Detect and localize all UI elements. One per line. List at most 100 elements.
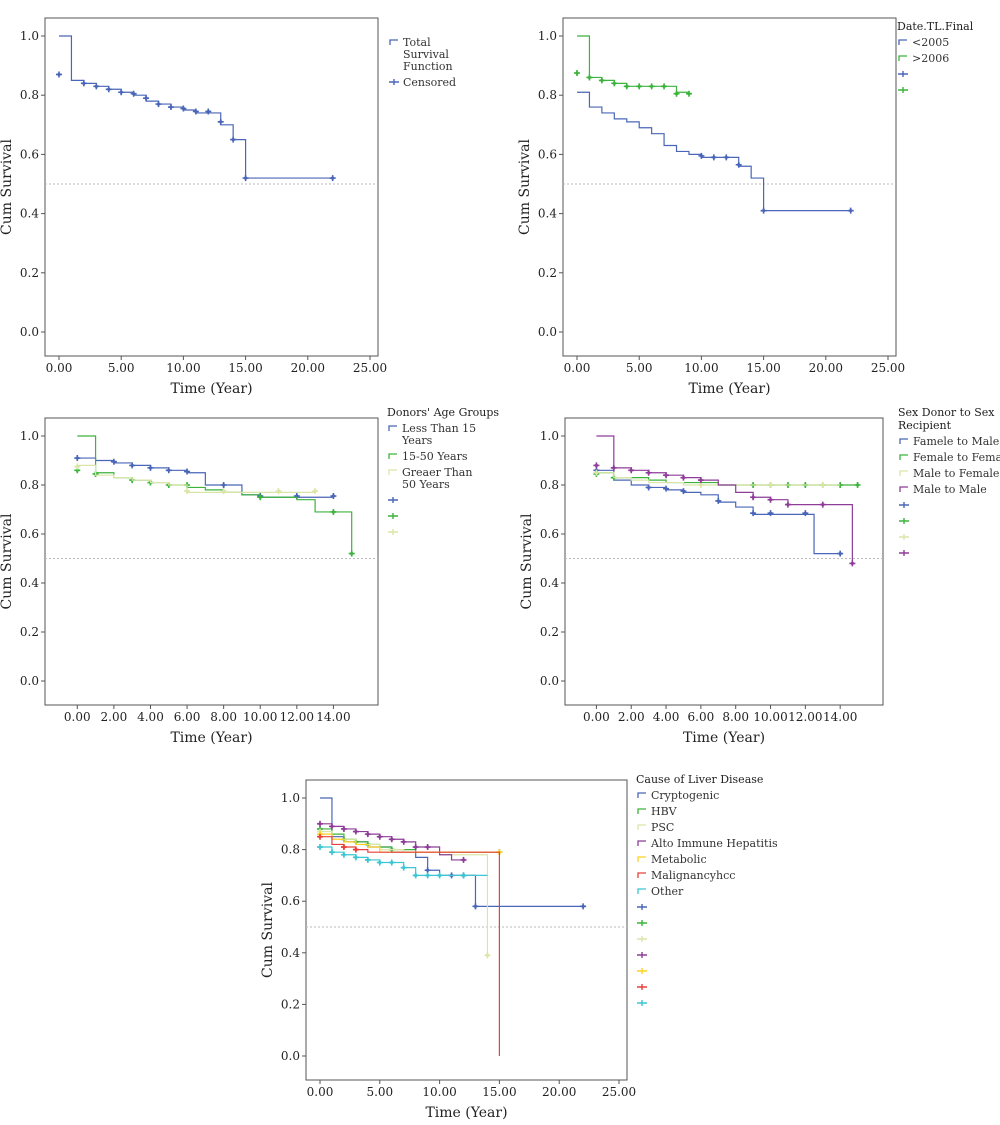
y-tick-label: 0.6 [281,894,300,908]
legend-censor-swatch [637,1000,647,1006]
censor-point [222,483,226,487]
censor-point [664,473,668,477]
x-tick-label: 12.00 [280,710,314,724]
censor-point [378,835,382,839]
censor-point [699,154,704,158]
censor-point [402,866,406,870]
x-tick-label: 25.00 [353,361,387,375]
x-tick-label: 15.00 [228,361,262,375]
y-axis-title: Cum Survival [260,882,276,978]
censor-point [751,495,755,499]
censor-point [402,840,406,844]
chart-sex-donor-recipient: 0.0 0.2 0.4 0.6 0.8 1.0 0.00 2.00 4.00 6.00 8.00 10… [519,406,1000,746]
series-line-0 [577,91,851,212]
legend-censor-swatch [899,534,909,540]
y-axis-title: Cum Survival [0,139,15,235]
legend-step-swatch [388,453,397,459]
censor-point [838,552,842,556]
censor-point [342,827,346,831]
x-axis-title: Time (Year) [688,381,770,397]
legend-step-swatch [899,454,908,460]
censor-point [130,463,134,467]
x-tick-label: 20.00 [542,1085,576,1099]
y-tick-label: 0.8 [540,478,559,492]
legend-step-swatch [898,55,907,61]
chart-donor-age: 0.0 0.2 0.4 0.6 0.8 1.0 0.00 2.00 4.00 6.00 8.00 10… [0,406,499,746]
censor-point [57,72,61,77]
y-tick-label: 0.6 [20,147,39,161]
censor-point [768,511,773,515]
series-line-2 [596,472,841,486]
series-line-1 [320,828,500,853]
legend-label: Censored [403,76,456,89]
censor-point [594,471,599,475]
censor-point [75,456,79,460]
censor-point [206,109,210,114]
x-tick-label: 2.00 [101,710,128,724]
y-tick-label: 0.2 [538,266,557,280]
censor-point [331,494,336,498]
x-tick-label: 4.00 [653,710,680,724]
legend-step-swatch [389,39,398,45]
y-tick-label: 0.6 [538,147,557,161]
legend-label: Greaer Than [402,466,472,479]
chart-total: 0.0 0.2 0.4 0.6 0.8 1.0 0.00 5.00 10.00 15.00 20.0… [0,17,456,397]
legend-title: Cause of Liver Disease [636,773,763,786]
censor-point [350,552,354,556]
censor-point [849,209,853,213]
censor-point [786,503,790,507]
y-tick-label: 0.0 [281,1049,300,1063]
censor-point [716,499,720,503]
censor-point [354,848,358,852]
x-tick-label: 5.00 [626,361,653,375]
legend-label: 50 Years [402,478,450,491]
series-line-1 [596,472,858,486]
plot-frame [305,779,628,1081]
censor-point [762,209,766,213]
x-tick-label: 0.00 [583,710,610,724]
x-tick-label: 25.00 [602,1085,636,1099]
censor-point [803,511,807,515]
x-axis-title: Time (Year) [170,730,252,746]
y-tick-label: 0.8 [20,88,39,102]
censor-point [751,511,755,515]
y-axis-title: Cum Survival [519,513,535,609]
censor-point [473,904,478,908]
x-tick-label: 8.00 [722,710,749,724]
x-tick-label: 0.00 [564,361,591,375]
censor-point [637,84,641,88]
x-tick-label: 14.00 [823,710,857,724]
censor-point [414,845,418,849]
legend-label: Famele to Male [913,435,999,448]
y-tick-label: 1.0 [281,791,300,805]
plot-frame [562,17,897,357]
legend-censor-swatch [898,71,908,77]
legend-label: Male to Male [913,483,987,496]
legend-censor-swatch [898,87,908,93]
y-tick-label: 0.4 [538,207,557,221]
y-tick-label: 0.8 [20,478,39,492]
censor-point [612,81,616,85]
y-tick-label: 1.0 [538,29,557,43]
legend-censor-swatch [637,936,647,942]
censor-point [664,487,668,491]
y-tick-label: 0.2 [540,625,559,639]
y-tick-label: 0.4 [20,207,39,221]
series-line-2 [320,830,489,956]
y-axis-title: Cum Survival [0,513,15,609]
legend-step-swatch [637,840,646,846]
censor-point [313,489,317,493]
legend-label: Female to Female [913,451,1000,464]
censor-point [587,75,592,80]
legend-title: Sex Donor to Sex [898,406,995,419]
censor-point [438,873,442,878]
legend-label: HBV [651,805,678,818]
censor-point [276,489,281,493]
x-tick-label: 0.00 [46,361,73,375]
censor-point [600,78,604,82]
censor-point [354,829,358,834]
legend-label: 15-50 Years [402,450,468,463]
x-tick-label: 10.00 [684,361,718,375]
y-tick-label: 0.4 [540,576,559,590]
